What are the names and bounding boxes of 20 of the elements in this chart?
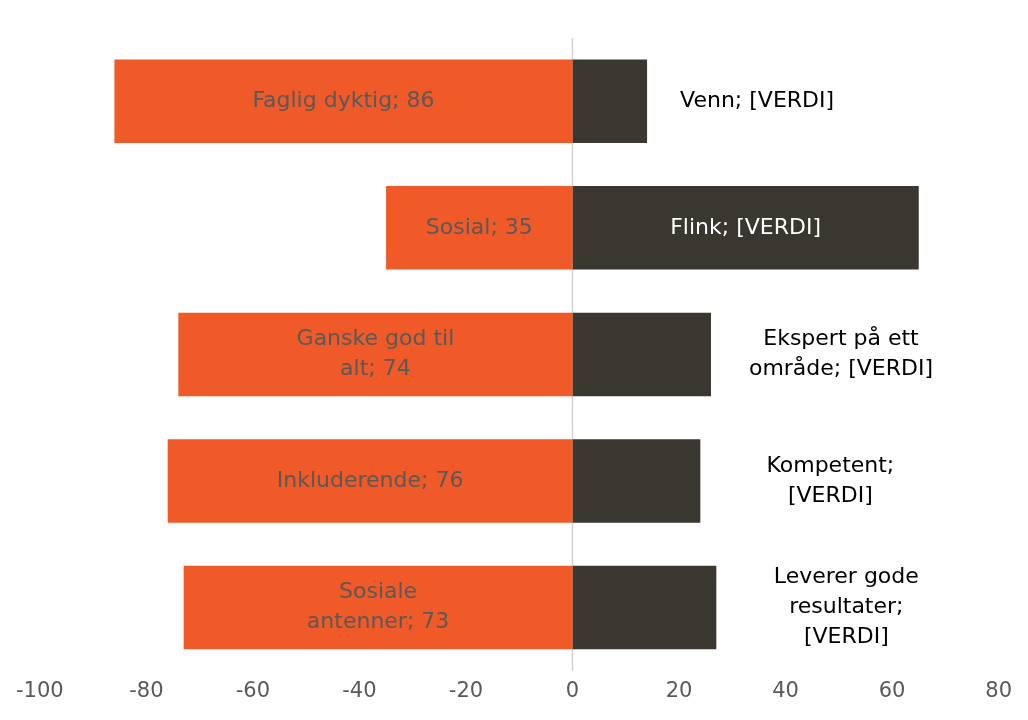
data-label: Sosial; 35 xyxy=(425,213,533,239)
x-tick-label: -60 xyxy=(235,677,271,702)
x-tick-label: -40 xyxy=(342,677,377,702)
data-label: Kompetent; [VERDI] xyxy=(766,451,895,507)
data-label: Venn; [VERDI] xyxy=(680,87,835,112)
data-label: Leverer gode resultater; [VERDI] xyxy=(773,563,919,649)
x-tick-label: -20 xyxy=(448,677,484,702)
data-label: Ganske god til alt; 74 xyxy=(296,325,455,381)
x-tick-label: 20 xyxy=(665,677,693,702)
data-label: Sosiale antenner; 73 xyxy=(306,578,450,634)
x-tick-label: 80 xyxy=(985,677,1013,702)
data-label: Faglig dyktig; 86 xyxy=(252,87,435,112)
x-tick-label: 60 xyxy=(878,677,906,702)
x-tick-label: -80 xyxy=(129,677,164,702)
x-tick-label: -100 xyxy=(15,677,64,702)
x-tick-label: 0 xyxy=(565,677,580,702)
data-label: Inkluderende; 76 xyxy=(276,466,464,492)
x-tick-label: 40 xyxy=(772,677,799,702)
data-label: Flink; [VERDI] xyxy=(670,213,822,239)
data-label: Ekspert på ett område; [VERDI] xyxy=(748,325,934,381)
